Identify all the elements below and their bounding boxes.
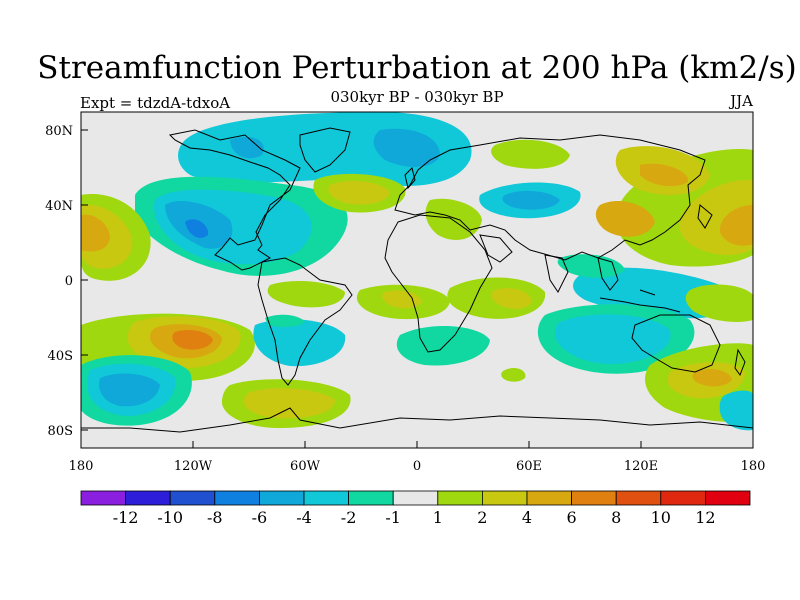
colorbar-label: -1 [385, 508, 401, 527]
contour-north-america-deep [185, 219, 209, 238]
coastline-layer [81, 127, 753, 433]
coastline-indonesia [599, 289, 681, 313]
contour-south-america-core [265, 314, 305, 327]
contour-europe-positive [491, 139, 570, 169]
colorbar-label: 2 [477, 508, 487, 527]
colorbar-swatch [258, 490, 305, 506]
coastline-australia [631, 314, 721, 373]
contour-far-east-asia [595, 201, 655, 237]
contour-south-pacific-neg-core [99, 373, 160, 407]
contour-east-asia-core [640, 163, 689, 187]
colorbar-label: 4 [522, 508, 532, 527]
contour-southern-ocean-core [243, 388, 335, 419]
contour-middle-east-positive [425, 198, 482, 240]
colorbar-label: 12 [695, 508, 715, 527]
colorbar-label: -6 [252, 508, 268, 527]
colorbar-swatch [80, 490, 126, 506]
colorbar-swatch [348, 490, 394, 506]
colorbar-swatch [705, 490, 751, 506]
lon-label-60w: 60W [290, 459, 321, 474]
colorbar-label: 1 [433, 508, 443, 527]
colorbar-label: -10 [157, 508, 183, 527]
colorbar-label: 6 [567, 508, 577, 527]
lat-label-40s: 40S [48, 349, 73, 364]
coastline-japan [697, 204, 713, 229]
contour-south-atlantic-positive [501, 367, 526, 382]
lat-label-80n: 80N [45, 124, 73, 139]
colorbar-label: 10 [651, 508, 671, 527]
lon-label-60e: 60E [516, 459, 542, 474]
lat-label-0: 0 [65, 274, 73, 289]
colorbar-label: -12 [113, 508, 139, 527]
contour-maritime-continent-core [557, 254, 625, 278]
plot-subtitle: 030kyr BP - 030kyr BP [330, 88, 504, 106]
colorbar-label: -8 [207, 508, 223, 527]
contour-west-pacific-positive [685, 284, 753, 322]
contour-north-atlantic-core [328, 180, 390, 205]
contour-indian-ocean-core [555, 314, 671, 365]
coastline-southeast-asia [597, 257, 619, 291]
coastline-africa [384, 214, 493, 353]
experiment-label: Expt = tdzdA-tdxoA [80, 94, 231, 112]
contour-greenland-core [230, 136, 264, 159]
coastline-india [544, 254, 569, 293]
contour-central-asia-core [502, 190, 560, 210]
contour-nw-pacific-core [719, 205, 753, 246]
colorbar-swatch [615, 490, 662, 506]
contour-east-pacific-core [81, 214, 110, 252]
contour-fill-layer [81, 112, 753, 431]
coastline-antarctica [81, 407, 753, 433]
colorbar-swatch [169, 490, 216, 506]
contour-tropical-atlantic-positive [267, 280, 345, 308]
colorbar-swatch [571, 490, 617, 506]
colorbar-swatch [481, 490, 528, 506]
longitude-labels: 180 120W 60W 0 60E 120E 180 [69, 459, 766, 474]
contour-south-america-negative [253, 319, 346, 367]
colorbar-swatch [660, 490, 706, 506]
contour-south-pacific-core [172, 329, 213, 350]
coastline-south-america [257, 257, 353, 386]
coastline-north-america [168, 129, 301, 271]
colorbar-swatch [437, 490, 483, 506]
lon-label-120w: 120W [174, 459, 213, 474]
coastline-new-zealand [734, 348, 746, 377]
colorbar-swatch [125, 490, 171, 506]
lon-label-180e: 180 [741, 459, 766, 474]
lat-label-40n: 40N [45, 199, 73, 214]
coastline-uk [404, 167, 416, 190]
coastline-europe-asia [394, 134, 706, 261]
lon-label-120e: 120E [624, 459, 658, 474]
colorbar-label: -4 [296, 508, 312, 527]
season-label: JJA [730, 92, 753, 110]
contour-indian-core [491, 288, 532, 309]
coastline-greenland [299, 127, 351, 173]
lon-label-180w: 180 [69, 459, 94, 474]
colorbar-label: -2 [341, 508, 357, 527]
colorbar [80, 490, 751, 506]
latitude-labels: 80N 40N 0 40S 80S [45, 124, 73, 439]
lat-label-80s: 80S [48, 424, 73, 439]
map-panel [81, 112, 753, 448]
colorbar-swatch [214, 490, 260, 506]
contour-arctic-core [373, 128, 440, 167]
colorbar-swatch [526, 490, 572, 506]
colorbar-swatch [392, 490, 439, 506]
coastline-arabia [479, 234, 513, 263]
colorbar-labels: -12 -10 -8 -6 -4 -2 -1 1 2 4 6 8 10 12 [113, 508, 716, 527]
lon-label-0: 0 [413, 459, 421, 474]
colorbar-label: 8 [611, 508, 621, 527]
contour-antarctic-negative [719, 390, 753, 431]
plot-title: Streamfunction Perturbation at 200 hPa (… [37, 50, 797, 86]
colorbar-swatch [303, 490, 349, 506]
axis-ticks [80, 129, 754, 448]
contour-africa-core [382, 290, 422, 309]
contour-south-indian-orange [692, 369, 732, 387]
